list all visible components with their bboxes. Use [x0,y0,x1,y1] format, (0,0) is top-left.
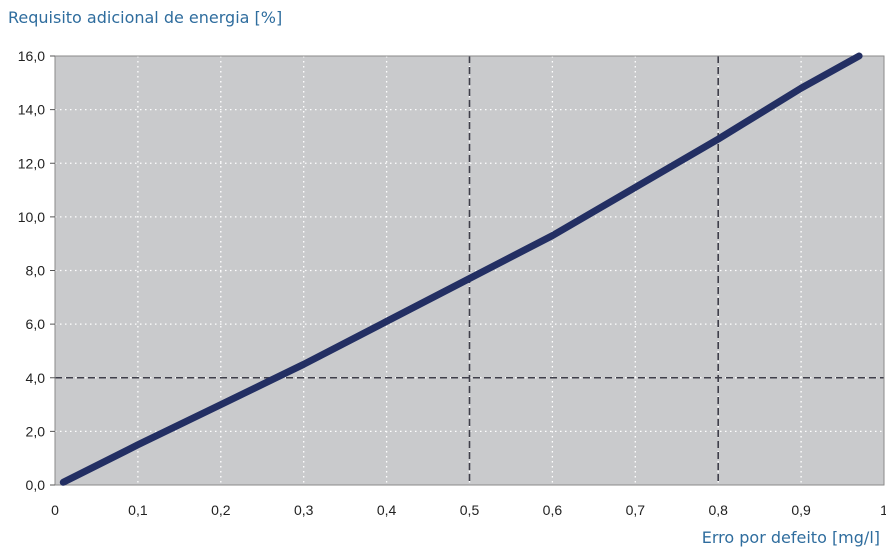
y-tick-label: 12,0 [18,155,45,171]
y-tick-label: 2,0 [26,423,46,439]
y-tick-label: 4,0 [26,370,46,386]
x-tick-label: 1 [880,502,886,518]
x-axis-ticks: 0 0,1 0,2 0,3 0,4 0,5 0,6 0,7 0,8 0,9 1 [51,502,886,518]
y-tick-label: 0,0 [26,477,46,493]
x-tick-label: 0,9 [791,502,811,518]
x-tick-label: 0 [51,502,59,518]
x-tick-label: 0,4 [377,502,397,518]
y-tick-label: 6,0 [26,316,46,332]
x-tick-label: 0,5 [460,502,480,518]
highlight-lines [55,56,884,485]
y-axis-ticks: 0,0 2,0 4,0 6,0 8,0 10,0 12,0 14,0 16,0 [18,48,55,493]
x-tick-label: 0,8 [708,502,728,518]
y-tick-label: 14,0 [18,102,45,118]
x-axis-title: Erro por defeito [mg/l] [701,528,880,547]
x-tick-label: 0,7 [626,502,646,518]
series-group [59,52,863,486]
x-tick-label: 0,3 [294,502,314,518]
y-tick-label: 16,0 [18,48,45,64]
series-line [59,52,863,486]
y-axis-title: Requisito adicional de energia [%] [8,8,283,27]
y-tick-label: 8,0 [26,263,46,279]
x-tick-label: 0,2 [211,502,231,518]
x-tick-label: 0,1 [128,502,148,518]
x-tick-label: 0,6 [543,502,563,518]
y-tick-label: 10,0 [18,209,45,225]
